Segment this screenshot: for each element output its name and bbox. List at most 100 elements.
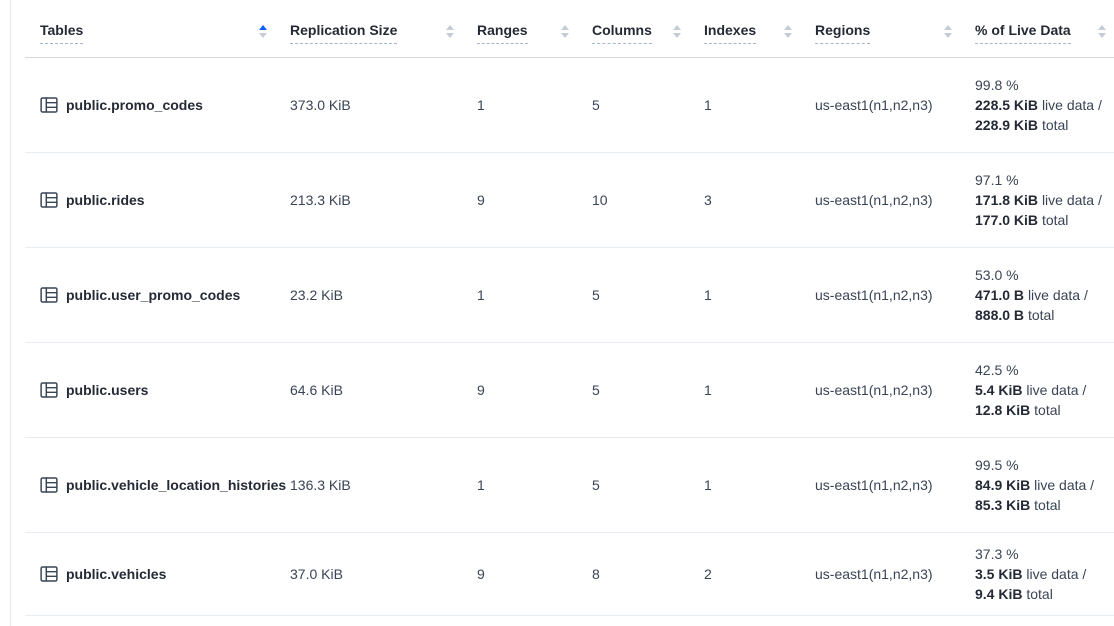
live-data-amount: 471.0 B live data / — [975, 286, 1088, 303]
sort-icon — [446, 24, 454, 38]
sort-icon — [673, 24, 681, 38]
cell-table-name: public.user_promo_codes — [25, 247, 275, 342]
table-grid-icon — [40, 286, 58, 304]
sort-icon — [1098, 24, 1106, 38]
column-label: Indexes — [704, 22, 757, 45]
cell-live-data: 53.0 % 471.0 B live data / 888.0 B total — [960, 247, 1114, 342]
cell-ranges: 1 — [477, 476, 485, 493]
column-label: Tables — [40, 22, 84, 45]
cell-regions: us-east1(n1,n2,n3) — [815, 381, 933, 398]
cell-indexes: 1 — [704, 476, 712, 493]
table-row: public.promo_codes 373.0 KiB 1 5 1 us-ea… — [25, 57, 1114, 152]
live-data-percent: 99.5 % — [975, 456, 1019, 473]
column-header-tables[interactable]: Tables — [25, 0, 275, 57]
table-grid-icon — [40, 565, 58, 583]
cell-live-data: 99.5 % 84.9 KiB live data / 85.3 KiB tot… — [960, 437, 1114, 532]
table-name-link[interactable]: public.users — [66, 381, 149, 398]
table-grid-icon — [40, 381, 58, 399]
column-label: Replication Size — [290, 22, 398, 45]
table-row: public.vehicles 37.0 KiB 9 8 2 us-east1(… — [25, 532, 1114, 615]
cell-columns: 5 — [592, 476, 600, 493]
cell-indexes: 3 — [704, 191, 712, 208]
column-label: Ranges — [477, 22, 528, 45]
live-data-percent: 99.8 % — [975, 76, 1019, 93]
sort-icon — [784, 24, 792, 38]
column-header-indexes[interactable]: Indexes — [689, 0, 800, 57]
cell-ranges: 1 — [477, 286, 485, 303]
cell-regions: us-east1(n1,n2,n3) — [815, 191, 933, 208]
cell-ranges: 9 — [477, 565, 485, 582]
table-body: public.promo_codes 373.0 KiB 1 5 1 us-ea… — [25, 57, 1114, 615]
cell-indexes: 1 — [704, 381, 712, 398]
cell-indexes: 1 — [704, 286, 712, 303]
column-header-live-data[interactable]: % of Live Data — [960, 0, 1114, 57]
table-header: Tables Replication Size Ranges — [25, 0, 1114, 57]
cell-regions: us-east1(n1,n2,n3) — [815, 476, 933, 493]
database-tables-table: Tables Replication Size Ranges — [25, 0, 1114, 616]
sort-icon — [944, 24, 952, 38]
cell-replication-size: 23.2 KiB — [290, 286, 343, 303]
cell-table-name: public.promo_codes — [25, 57, 275, 152]
sort-asc-icon — [259, 24, 267, 38]
cell-table-name: public.rides — [25, 152, 275, 247]
cell-ranges: 9 — [477, 381, 485, 398]
table-name-link[interactable]: public.vehicles — [66, 565, 167, 582]
tables-panel: Tables Replication Size Ranges — [10, 0, 1114, 626]
cell-live-data: 42.5 % 5.4 KiB live data / 12.8 KiB tota… — [960, 342, 1114, 437]
cell-replication-size: 373.0 KiB — [290, 96, 351, 113]
cell-replication-size: 213.3 KiB — [290, 191, 351, 208]
cell-live-data: 99.8 % 228.5 KiB live data / 228.9 KiB t… — [960, 57, 1114, 152]
sort-icon — [561, 24, 569, 38]
header-row: Tables Replication Size Ranges — [25, 0, 1114, 57]
total-data-amount: 888.0 B total — [975, 306, 1055, 323]
table-row: public.rides 213.3 KiB 9 10 3 us-east1(n… — [25, 152, 1114, 247]
live-data-amount: 228.5 KiB live data / — [975, 96, 1102, 113]
table-grid-icon — [40, 96, 58, 114]
cell-columns: 5 — [592, 381, 600, 398]
column-header-ranges[interactable]: Ranges — [462, 0, 577, 57]
table-row: public.users 64.6 KiB 9 5 1 us-east1(n1,… — [25, 342, 1114, 437]
cell-ranges: 9 — [477, 191, 485, 208]
live-data-amount: 3.5 KiB live data / — [975, 565, 1087, 582]
table-name-link[interactable]: public.rides — [66, 191, 145, 208]
column-header-replication-size[interactable]: Replication Size — [275, 0, 462, 57]
total-data-amount: 9.4 KiB total — [975, 585, 1053, 602]
total-data-amount: 177.0 KiB total — [975, 211, 1069, 228]
total-data-amount: 85.3 KiB total — [975, 496, 1061, 513]
cell-regions: us-east1(n1,n2,n3) — [815, 286, 933, 303]
live-data-percent: 97.1 % — [975, 171, 1019, 188]
cell-replication-size: 37.0 KiB — [290, 565, 343, 582]
cell-replication-size: 64.6 KiB — [290, 381, 343, 398]
cell-indexes: 1 — [704, 96, 712, 113]
cell-columns: 5 — [592, 286, 600, 303]
live-data-percent: 53.0 % — [975, 266, 1019, 283]
column-header-columns[interactable]: Columns — [577, 0, 689, 57]
column-header-regions[interactable]: Regions — [800, 0, 960, 57]
table-name-link[interactable]: public.user_promo_codes — [66, 286, 241, 303]
cell-live-data: 37.3 % 3.5 KiB live data / 9.4 KiB total — [960, 532, 1114, 615]
cell-live-data: 97.1 % 171.8 KiB live data / 177.0 KiB t… — [960, 152, 1114, 247]
table-grid-icon — [40, 476, 58, 494]
table-row: public.user_promo_codes 23.2 KiB 1 5 1 u… — [25, 247, 1114, 342]
cell-ranges: 1 — [477, 96, 485, 113]
table-grid-icon — [40, 191, 58, 209]
live-data-amount: 171.8 KiB live data / — [975, 191, 1102, 208]
cell-regions: us-east1(n1,n2,n3) — [815, 96, 933, 113]
live-data-amount: 84.9 KiB live data / — [975, 476, 1095, 493]
column-label: % of Live Data — [975, 22, 1071, 45]
live-data-percent: 37.3 % — [975, 545, 1019, 562]
total-data-amount: 228.9 KiB total — [975, 116, 1069, 133]
cell-columns: 10 — [592, 191, 608, 208]
column-label: Columns — [592, 22, 652, 45]
table-row: public.vehicle_location_histories 136.3 … — [25, 437, 1114, 532]
cell-replication-size: 136.3 KiB — [290, 476, 351, 493]
cell-indexes: 2 — [704, 565, 712, 582]
cell-table-name: public.users — [25, 342, 275, 437]
total-data-amount: 12.8 KiB total — [975, 401, 1061, 418]
live-data-amount: 5.4 KiB live data / — [975, 381, 1087, 398]
table-name-link[interactable]: public.vehicle_location_histories — [66, 476, 287, 493]
cell-table-name: public.vehicles — [25, 532, 275, 615]
column-label: Regions — [815, 22, 871, 45]
cell-columns: 5 — [592, 96, 600, 113]
table-name-link[interactable]: public.promo_codes — [66, 96, 203, 113]
